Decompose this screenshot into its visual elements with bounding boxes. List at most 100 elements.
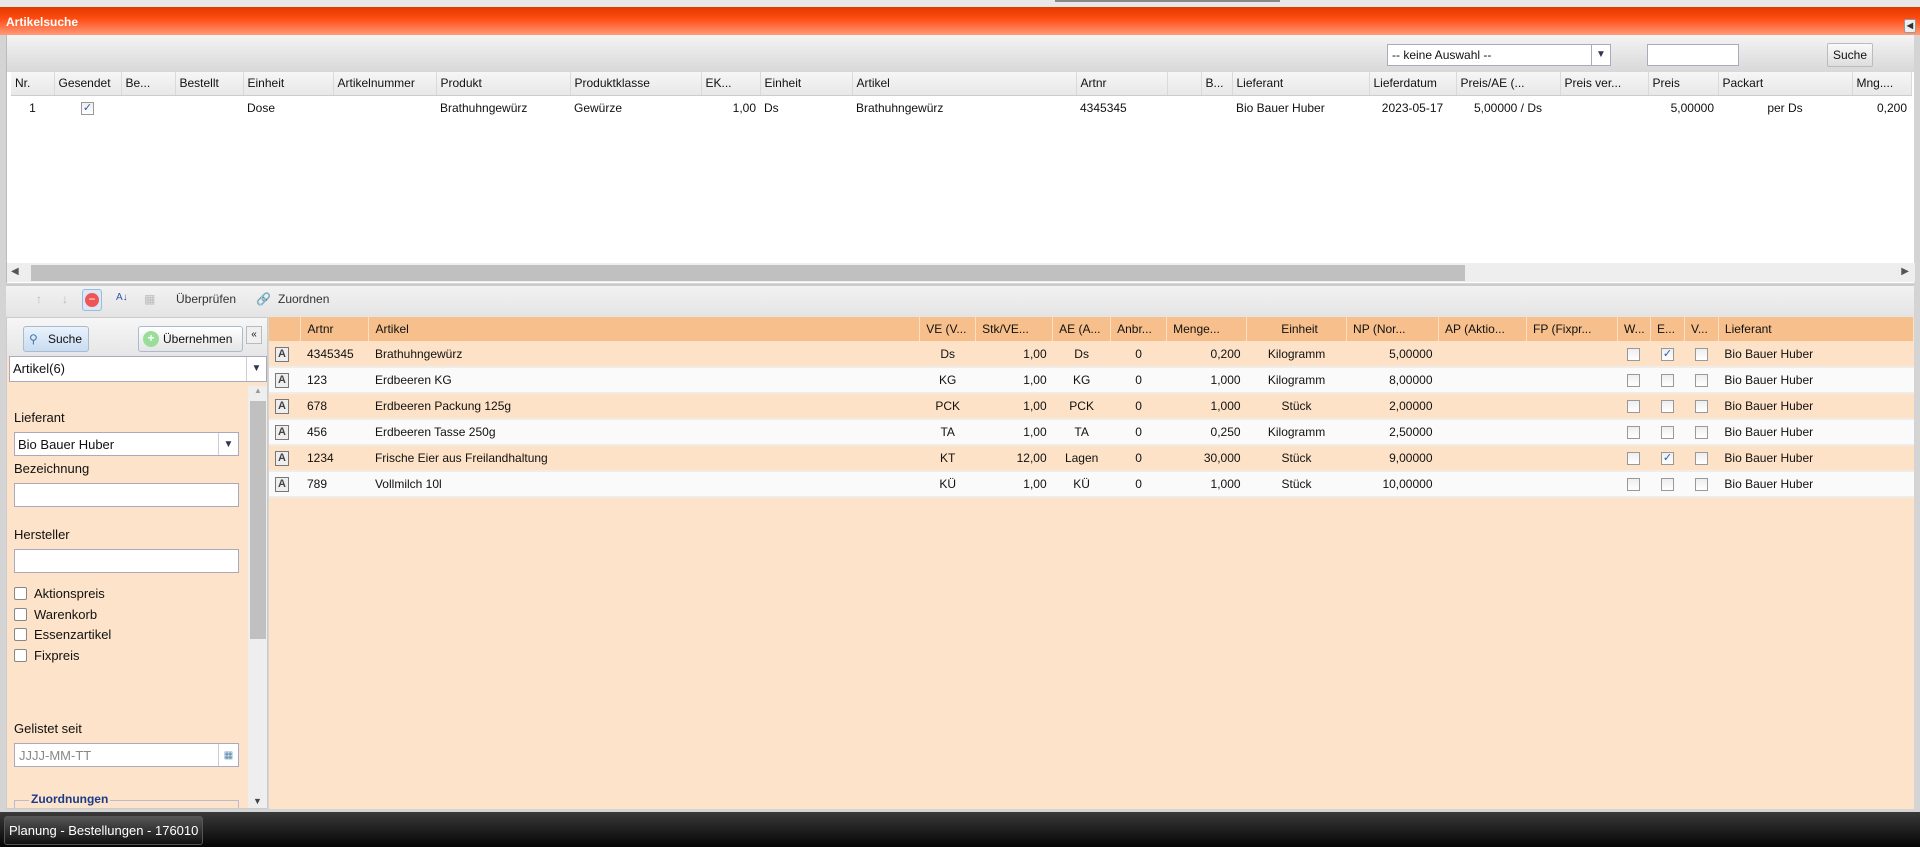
column-header[interactable]: Preis/AE (... — [1456, 72, 1561, 96]
filter-checkbox-essenzartikel[interactable]: Essenzartikel — [14, 627, 111, 642]
column-header[interactable]: Preis — [1648, 72, 1719, 96]
column-header[interactable]: Artnr — [300, 317, 370, 341]
column-header[interactable]: Stk/VE... — [975, 317, 1054, 341]
filter-select[interactable]: -- keine Auswahl -- ▼ — [1387, 44, 1611, 66]
column-header[interactable]: Menge... — [1166, 317, 1248, 341]
column-header[interactable]: Lieferant — [1232, 72, 1370, 96]
scroll-left-icon[interactable]: ◀ — [11, 266, 19, 277]
w-checkbox[interactable] — [1627, 426, 1641, 440]
column-header[interactable] — [269, 317, 302, 341]
calendar-icon[interactable]: ▦ — [218, 744, 238, 766]
maker-input[interactable] — [14, 549, 239, 573]
e-checkbox[interactable] — [1660, 374, 1674, 388]
v-checkbox[interactable] — [1694, 478, 1708, 492]
column-header[interactable]: NP (Nor... — [1346, 317, 1440, 341]
v-checkbox[interactable] — [1694, 347, 1708, 361]
table-row[interactable]: A 123 Erdbeeren KG KG 1,00 KG 0 1,000 Kilogramm 8… — [269, 367, 1914, 394]
v-checkbox[interactable] — [1694, 452, 1708, 466]
article-icon[interactable]: A — [275, 477, 289, 492]
w-checkbox[interactable] — [1627, 374, 1641, 388]
column-header[interactable]: Be... — [121, 72, 176, 96]
column-header[interactable] — [1167, 72, 1202, 96]
article-icon[interactable]: A — [275, 451, 289, 466]
filter-scrollbar[interactable]: ▲ ▼ — [248, 386, 267, 808]
v-checkbox[interactable] — [1694, 426, 1708, 440]
column-header[interactable]: V... — [1684, 317, 1719, 341]
assign-button[interactable]: Zuordnen — [278, 292, 330, 306]
column-header[interactable]: Produktklasse — [570, 72, 702, 96]
table-row[interactable]: A 456 Erdbeeren Tasse 250g TA 1,00 TA 0 0,250 Ki… — [269, 419, 1914, 446]
v-checkbox[interactable] — [1694, 400, 1708, 414]
collapse-panel-icon[interactable]: « — [246, 326, 262, 344]
search-input[interactable] — [1647, 44, 1739, 66]
table-row[interactable]: A 789 Vollmilch 10l KÜ 1,00 KÜ 0 1,000 Stück 10,0… — [269, 471, 1914, 498]
filter-checkbox-warenkorb[interactable]: Warenkorb — [14, 607, 97, 622]
checkbox[interactable] — [14, 587, 27, 600]
column-header[interactable]: EK... — [701, 72, 761, 96]
v-checkbox[interactable] — [1694, 374, 1708, 388]
horizontal-scrollbar[interactable]: ◀ ▶ — [7, 263, 1915, 282]
search-button[interactable]: Suche — [1827, 43, 1873, 67]
column-header[interactable]: Artikel — [852, 72, 1077, 96]
filter-search-button[interactable]: ⚲ Suche — [23, 326, 89, 352]
column-header[interactable]: Einheit — [1246, 317, 1348, 341]
checkbox[interactable] — [14, 607, 27, 621]
scrollbar-thumb[interactable] — [250, 401, 266, 639]
e-checkbox[interactable] — [1660, 478, 1674, 492]
column-header[interactable]: AP (Aktio... — [1438, 317, 1527, 341]
sort-az-icon[interactable]: A↓ — [116, 292, 128, 303]
w-checkbox[interactable] — [1627, 452, 1641, 466]
apply-button[interactable]: + Übernehmen — [138, 326, 243, 352]
e-checkbox[interactable]: ✓ — [1660, 347, 1674, 361]
scrollbar-thumb[interactable] — [31, 265, 1465, 281]
article-icon[interactable]: A — [275, 425, 289, 440]
taskbar-item[interactable]: Planung - Bestellungen - 176010 — [4, 816, 204, 845]
article-icon[interactable]: A — [275, 373, 289, 388]
column-header[interactable]: Mng.... — [1852, 72, 1912, 96]
table-row[interactable]: A 678 Erdbeeren Packung 125g PCK 1,00 PCK 0 1,0… — [269, 393, 1914, 420]
table-row[interactable]: A 1234 Frische Eier aus Freilandhaltung KT 1… — [269, 445, 1914, 472]
type-select[interactable]: Artikel(6) ▼ — [9, 356, 267, 382]
column-header[interactable]: Anbr... — [1110, 317, 1168, 341]
column-header[interactable]: W... — [1617, 317, 1651, 341]
e-checkbox[interactable]: ✓ — [1660, 452, 1674, 466]
e-checkbox[interactable] — [1660, 400, 1674, 414]
filter-checkbox-fixpreis[interactable]: Fixpreis — [14, 648, 80, 663]
supplier-select[interactable]: Bio Bauer Huber ▼ — [14, 432, 239, 456]
column-header[interactable]: E... — [1650, 317, 1685, 341]
table-row[interactable]: A 4345345 Brathuhngewürz Ds 1,00 Ds 0 0,200 Kilo… — [269, 341, 1914, 368]
article-icon[interactable]: A — [275, 399, 289, 414]
sent-checkbox[interactable]: ✓ — [81, 101, 94, 115]
scroll-down-icon[interactable]: ▼ — [253, 796, 262, 806]
column-header[interactable]: Artikel — [368, 317, 921, 341]
w-checkbox[interactable] — [1627, 478, 1641, 492]
move-up-icon[interactable]: ↑ — [36, 292, 42, 306]
article-icon[interactable]: A — [275, 346, 289, 362]
column-header[interactable]: Preis ver... — [1560, 72, 1649, 96]
checkbox[interactable] — [14, 648, 27, 662]
remove-button[interactable]: − — [82, 289, 102, 311]
column-header[interactable]: Artnr — [1076, 72, 1168, 96]
w-checkbox[interactable] — [1627, 400, 1641, 414]
column-header[interactable]: Einheit — [760, 72, 853, 96]
listed-since-input[interactable]: JJJJ-MM-TT ▦ — [14, 743, 239, 767]
e-checkbox[interactable] — [1660, 426, 1674, 440]
checkbox[interactable] — [14, 628, 27, 641]
column-header[interactable]: Nr. — [11, 72, 55, 96]
column-header[interactable]: Lieferdatum — [1369, 72, 1457, 96]
table-row[interactable]: 1 ✓ Dose Brathuhngewürz Gewürze 1,00 Ds Brathuh… — [11, 95, 1911, 120]
column-header[interactable]: VE (V... — [919, 317, 977, 341]
column-header[interactable]: Packart — [1718, 72, 1853, 96]
filter-checkbox-aktionspreis[interactable]: Aktionspreis — [14, 586, 105, 601]
check-button[interactable]: Überprüfen — [176, 292, 237, 306]
column-header[interactable]: Lieferant — [1718, 317, 1915, 341]
column-header[interactable]: AE (A... — [1052, 317, 1112, 341]
scroll-up-icon[interactable]: ▲ — [254, 386, 262, 395]
column-header[interactable]: FP (Fixpr... — [1526, 317, 1618, 341]
name-input[interactable] — [14, 483, 239, 507]
scroll-right-icon[interactable]: ▶ — [1901, 266, 1909, 277]
column-header[interactable]: Produkt — [436, 72, 571, 96]
column-header[interactable]: Artikelnummer — [333, 72, 437, 96]
move-down-icon[interactable]: ↓ — [62, 292, 68, 306]
column-header[interactable]: Einheit — [243, 72, 334, 96]
